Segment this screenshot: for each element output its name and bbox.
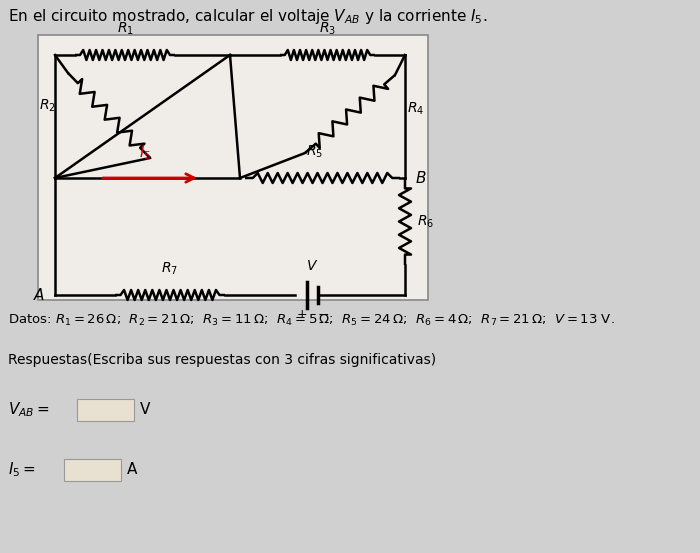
- Text: $R_7$: $R_7$: [162, 260, 178, 277]
- Text: +: +: [297, 309, 307, 321]
- Text: V: V: [140, 403, 150, 418]
- FancyBboxPatch shape: [64, 459, 121, 481]
- Text: −: −: [317, 308, 329, 322]
- FancyBboxPatch shape: [38, 35, 428, 300]
- Text: Datos: $R_1 = 26\,\Omega$;  $R_2 = 21\,\Omega$;  $R_3 = 11\,\Omega$;  $R_4 = 5\,: Datos: $R_1 = 26\,\Omega$; $R_2 = 21\,\O…: [8, 312, 615, 327]
- Text: A: A: [127, 462, 137, 477]
- Text: $R_5$: $R_5$: [307, 144, 323, 160]
- Text: $B$: $B$: [415, 170, 426, 186]
- Text: $R_1$: $R_1$: [117, 20, 134, 37]
- Text: En el circuito mostrado, calcular el voltaje $V_{AB}$ y la corriente $I_5$.: En el circuito mostrado, calcular el vol…: [8, 7, 487, 25]
- Text: $R_4$: $R_4$: [407, 101, 424, 117]
- Text: $V$: $V$: [306, 259, 318, 273]
- Text: $I_5 =$: $I_5 =$: [8, 461, 36, 479]
- Text: Respuestas(Escriba sus respuestas con 3 cifras significativas): Respuestas(Escriba sus respuestas con 3 …: [8, 353, 436, 367]
- Text: $R_3$: $R_3$: [319, 20, 336, 37]
- FancyBboxPatch shape: [77, 399, 134, 421]
- Text: $R_6$: $R_6$: [417, 213, 434, 229]
- Text: $V_{AB} =$: $V_{AB} =$: [8, 401, 50, 419]
- Text: $A$: $A$: [33, 287, 45, 303]
- Text: $R_2$: $R_2$: [39, 97, 56, 114]
- Text: $I_5$: $I_5$: [139, 143, 151, 162]
